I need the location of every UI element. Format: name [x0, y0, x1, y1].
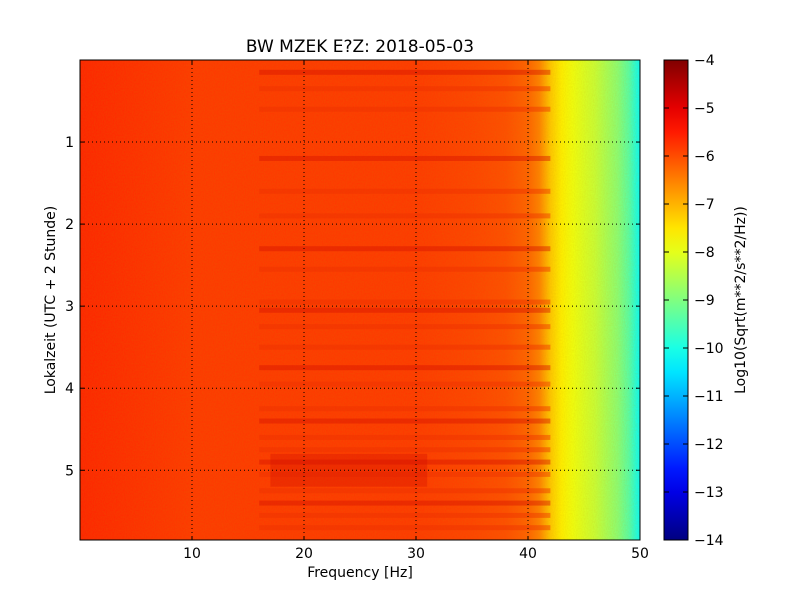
- spectral-band: [259, 365, 551, 371]
- colorbar-tick-label: −4: [694, 53, 715, 69]
- spectral-band: [259, 459, 551, 465]
- colorbar-tick-label: −8: [694, 245, 715, 261]
- y-axis-ticks: 1 2 3 4 5: [65, 135, 640, 479]
- colorbar-tick-label: −7: [694, 197, 715, 213]
- spectral-band: [259, 525, 551, 531]
- grid-lines: [80, 60, 640, 540]
- y-tick-label: 2: [65, 217, 74, 233]
- colorbar-tick-label: −5: [694, 101, 715, 117]
- colorbar-label: Log10(Sqrt(m**2/s**2/Hz)): [733, 206, 749, 394]
- spectral-band: [259, 155, 551, 161]
- spectral-bands: [259, 69, 551, 531]
- spectral-band: [259, 324, 551, 330]
- colorbar-tick-label: −6: [694, 149, 715, 165]
- colorbar-tick-label: −14: [694, 533, 724, 549]
- y-tick-label: 5: [65, 463, 74, 479]
- x-tick-label: 50: [631, 546, 649, 562]
- spectral-band: [259, 69, 551, 75]
- x-tick-label: 40: [519, 546, 537, 562]
- spectrogram-texture: [80, 60, 640, 540]
- spectral-band: [259, 471, 551, 477]
- y-axis-label: Lokalzeit (UTC + 2 Stunde): [43, 206, 59, 395]
- x-tick-label: 30: [407, 546, 425, 562]
- spectral-band: [259, 418, 551, 424]
- spectral-band: [259, 512, 551, 518]
- spectral-band: [259, 344, 551, 350]
- spectral-band: [259, 406, 551, 412]
- y-tick-label: 1: [65, 135, 74, 151]
- x-axis-label: Frequency [Hz]: [307, 565, 413, 581]
- spectral-band: [259, 434, 551, 440]
- colorbar-tick-label: −9: [694, 293, 715, 309]
- spectral-band: [259, 266, 551, 272]
- spectral-band: [259, 307, 551, 313]
- spectral-band: [259, 246, 551, 252]
- colorbar-tick-label: −12: [694, 437, 724, 453]
- colorbar-tick-label: −13: [694, 485, 724, 501]
- colorbar: −4 −5 −6 −7 −8 −9 −10 −11 −12 −13 −14 Log10(Sqrt(m…: [663, 53, 749, 549]
- chart-title: BW MZEK E?Z: 2018-05-03: [246, 37, 474, 57]
- spectral-band: [259, 500, 551, 506]
- y-tick-label: 4: [65, 381, 74, 397]
- plot-area: [80, 60, 640, 540]
- colorbar-tick-label: −11: [694, 389, 724, 405]
- spectral-band: [259, 299, 551, 305]
- spectral-band: [259, 106, 551, 112]
- colorbar-tick-label: −10: [694, 341, 724, 357]
- spectral-band: [259, 86, 551, 92]
- spectral-band: [259, 381, 551, 387]
- colorbar-ticks: −4 −5 −6 −7 −8 −9 −10 −11 −12 −13 −14: [664, 53, 724, 549]
- plot-frame: [79, 59, 641, 541]
- spectral-band: [259, 447, 551, 453]
- spectral-band: [259, 213, 551, 219]
- spectral-band: [259, 188, 551, 194]
- spectral-band: [259, 488, 551, 494]
- x-tick-label: 10: [183, 546, 201, 562]
- x-axis-ticks: 10 20 30 40 50: [183, 60, 649, 562]
- x-tick-label: 20: [295, 546, 313, 562]
- y-tick-label: 3: [65, 299, 74, 315]
